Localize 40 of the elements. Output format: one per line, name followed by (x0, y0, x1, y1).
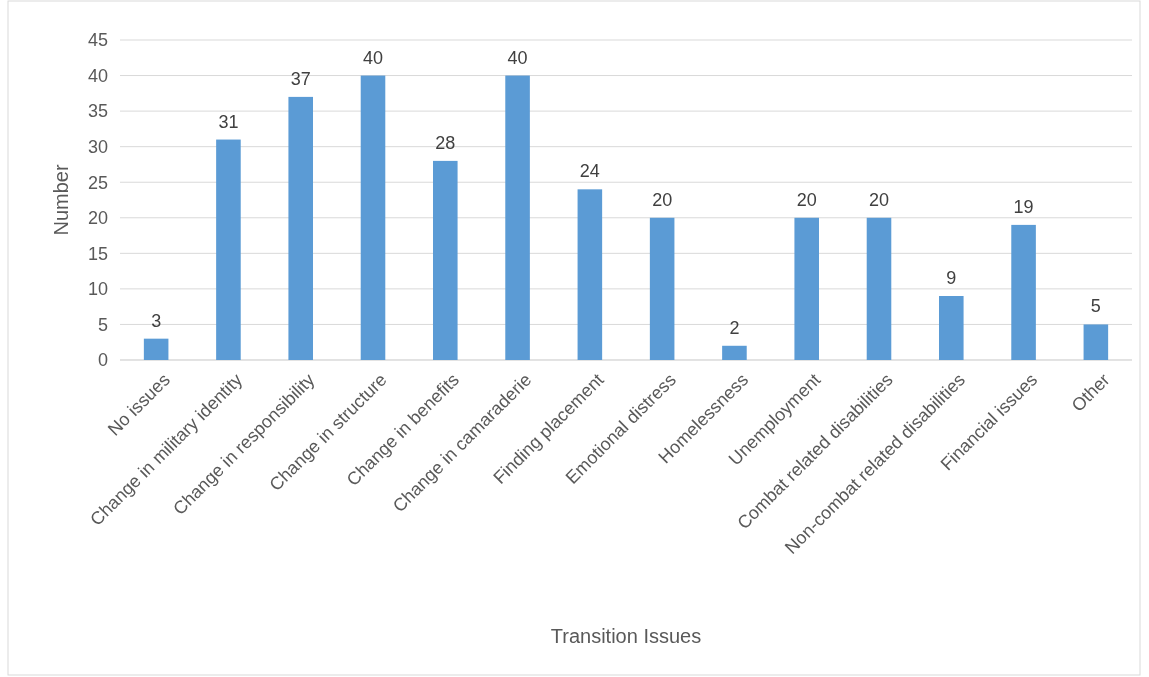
bar (794, 217, 819, 360)
data-label: 2 (729, 317, 740, 338)
y-axis-title: Number (50, 164, 72, 236)
y-tick-label: 5 (97, 314, 108, 335)
data-label: 3 (151, 310, 162, 331)
bar (216, 139, 241, 360)
data-label: 20 (652, 189, 673, 210)
y-tick-label: 25 (87, 172, 108, 193)
y-tick-label: 0 (97, 350, 108, 371)
y-tick-label: 35 (87, 101, 108, 122)
data-label: 19 (1013, 196, 1034, 217)
y-tick-label: 15 (87, 243, 108, 264)
data-label: 9 (946, 268, 957, 288)
data-label: 24 (579, 161, 600, 182)
x-axis-title: Transition Issues (550, 625, 702, 647)
data-label: 20 (796, 189, 817, 210)
y-tick-label: 20 (87, 208, 108, 229)
bar (1083, 324, 1109, 360)
data-label: 5 (1090, 296, 1101, 317)
data-label: 40 (362, 47, 384, 68)
data-label: 28 (435, 132, 456, 153)
y-tick-label: 40 (87, 65, 108, 86)
bar (143, 338, 169, 360)
bar (433, 160, 458, 360)
data-label: 20 (868, 189, 890, 210)
data-label: 40 (507, 47, 528, 68)
bar (505, 75, 530, 360)
y-tick-label: 45 (87, 30, 108, 51)
bar (649, 217, 675, 360)
bar (577, 189, 603, 360)
bar (866, 217, 892, 360)
bar (722, 345, 747, 360)
bar (939, 296, 964, 360)
bar (288, 96, 313, 360)
bar (1011, 224, 1036, 360)
bar (360, 75, 386, 360)
data-label: 37 (290, 68, 311, 89)
y-tick-label: 30 (87, 136, 108, 157)
data-label: 31 (218, 111, 239, 132)
y-tick-label: 10 (87, 279, 108, 300)
